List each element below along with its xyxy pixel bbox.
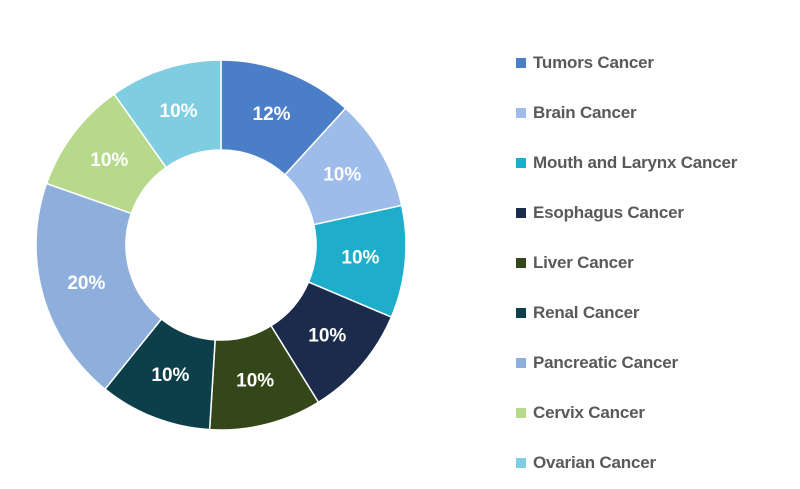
legend-label: Ovarian Cancer — [533, 453, 656, 472]
legend-label: Tumors Cancer — [533, 53, 654, 72]
legend-swatch — [516, 208, 526, 218]
legend-swatch — [516, 408, 526, 418]
legend-label: Pancreatic Cancer — [533, 353, 678, 372]
slice-label-pancreatic-cancer: 20% — [67, 273, 105, 294]
slice-label-tumors-cancer: 12% — [253, 104, 291, 125]
legend-swatch — [516, 58, 526, 68]
slice-label-ovarian-cancer: 10% — [160, 101, 198, 122]
legend-label: Esophagus Cancer — [533, 203, 684, 222]
legend-item-renal-cancer: Renal Cancer — [516, 288, 737, 338]
legend-label: Brain Cancer — [533, 103, 637, 122]
slice-label-renal-cancer: 10% — [151, 365, 189, 386]
legend-swatch — [516, 258, 526, 268]
chart-legend: Tumors Cancer Brain Cancer Mouth and Laryn… — [516, 38, 737, 488]
legend-swatch — [516, 308, 526, 318]
donut-labels: 12% 10% 10% 10% 10% 10% 20% 10% 10% — [67, 101, 379, 391]
legend-item-mouth-and-larynx-cancer: Mouth and Larynx Cancer — [516, 138, 737, 188]
legend-item-brain-cancer: Brain Cancer — [516, 88, 737, 138]
legend-item-cervix-cancer: Cervix Cancer — [516, 388, 737, 438]
legend-item-liver-cancer: Liver Cancer — [516, 238, 737, 288]
slice-label-mouth-and-larynx-cancer: 10% — [341, 247, 379, 268]
legend-swatch — [516, 158, 526, 168]
legend-swatch — [516, 358, 526, 368]
slice-ovarian-cancer — [113, 59, 222, 169]
legend-swatch — [516, 458, 526, 468]
legend-label: Mouth and Larynx Cancer — [533, 153, 738, 172]
legend-label: Liver Cancer — [533, 253, 634, 272]
legend-swatch — [516, 108, 526, 118]
slice-label-esophagus-cancer: 10% — [308, 326, 346, 347]
legend-label: Renal Cancer — [533, 303, 640, 322]
legend-item-ovarian-cancer: Ovarian Cancer — [516, 438, 737, 488]
slice-label-cervix-cancer: 10% — [90, 150, 128, 171]
slice-pancreatic-cancer — [35, 182, 163, 391]
legend-label: Cervix Cancer — [533, 403, 645, 422]
legend-item-esophagus-cancer: Esophagus Cancer — [516, 188, 737, 238]
legend-item-tumors-cancer: Tumors Cancer — [516, 38, 737, 88]
donut-slices — [35, 59, 407, 431]
legend-item-pancreatic-cancer: Pancreatic Cancer — [516, 338, 737, 388]
slice-label-liver-cancer: 10% — [236, 370, 274, 391]
slice-label-brain-cancer: 10% — [323, 165, 361, 186]
